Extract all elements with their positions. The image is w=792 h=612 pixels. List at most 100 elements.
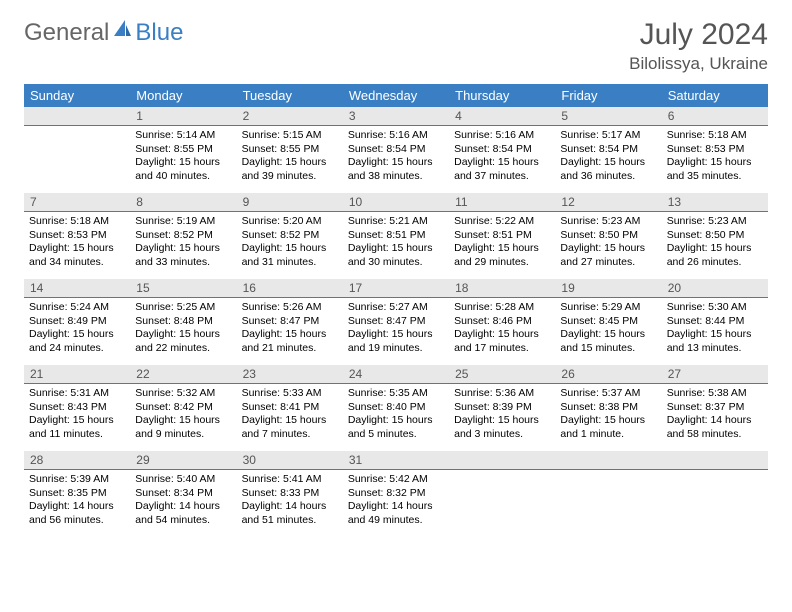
calendar-day-cell: 16Sunrise: 5:26 AMSunset: 8:47 PMDayligh… bbox=[237, 279, 343, 365]
calendar-day-cell: 24Sunrise: 5:35 AMSunset: 8:40 PMDayligh… bbox=[343, 365, 449, 451]
day-content: Sunrise: 5:16 AMSunset: 8:54 PMDaylight:… bbox=[343, 126, 449, 188]
day-number: 1 bbox=[130, 107, 236, 126]
calendar-day-cell: 28Sunrise: 5:39 AMSunset: 8:35 PMDayligh… bbox=[24, 451, 130, 537]
calendar-day-cell: 4Sunrise: 5:16 AMSunset: 8:54 PMDaylight… bbox=[449, 107, 555, 193]
calendar-day-cell: 13Sunrise: 5:23 AMSunset: 8:50 PMDayligh… bbox=[662, 193, 768, 279]
calendar-day-cell: 31Sunrise: 5:42 AMSunset: 8:32 PMDayligh… bbox=[343, 451, 449, 537]
calendar-day-cell: 7Sunrise: 5:18 AMSunset: 8:53 PMDaylight… bbox=[24, 193, 130, 279]
day-content: Sunrise: 5:27 AMSunset: 8:47 PMDaylight:… bbox=[343, 298, 449, 360]
weekday-header: Thursday bbox=[449, 84, 555, 107]
calendar-day-cell bbox=[24, 107, 130, 193]
day-content: Sunrise: 5:28 AMSunset: 8:46 PMDaylight:… bbox=[449, 298, 555, 360]
day-number: 23 bbox=[237, 365, 343, 384]
day-number: 6 bbox=[662, 107, 768, 126]
day-number: 9 bbox=[237, 193, 343, 212]
day-number: 12 bbox=[555, 193, 661, 212]
calendar-day-cell: 15Sunrise: 5:25 AMSunset: 8:48 PMDayligh… bbox=[130, 279, 236, 365]
calendar-day-cell: 8Sunrise: 5:19 AMSunset: 8:52 PMDaylight… bbox=[130, 193, 236, 279]
day-content: Sunrise: 5:30 AMSunset: 8:44 PMDaylight:… bbox=[662, 298, 768, 360]
calendar-day-cell: 21Sunrise: 5:31 AMSunset: 8:43 PMDayligh… bbox=[24, 365, 130, 451]
calendar-week-row: 28Sunrise: 5:39 AMSunset: 8:35 PMDayligh… bbox=[24, 451, 768, 537]
calendar-day-cell: 2Sunrise: 5:15 AMSunset: 8:55 PMDaylight… bbox=[237, 107, 343, 193]
day-number: 22 bbox=[130, 365, 236, 384]
day-content: Sunrise: 5:16 AMSunset: 8:54 PMDaylight:… bbox=[449, 126, 555, 188]
day-number: 31 bbox=[343, 451, 449, 470]
day-number: 5 bbox=[555, 107, 661, 126]
day-number: 30 bbox=[237, 451, 343, 470]
calendar-day-cell: 12Sunrise: 5:23 AMSunset: 8:50 PMDayligh… bbox=[555, 193, 661, 279]
day-number: 27 bbox=[662, 365, 768, 384]
day-content: Sunrise: 5:36 AMSunset: 8:39 PMDaylight:… bbox=[449, 384, 555, 446]
brand-text-2: Blue bbox=[135, 19, 183, 47]
day-content: Sunrise: 5:18 AMSunset: 8:53 PMDaylight:… bbox=[24, 212, 130, 274]
day-number: 17 bbox=[343, 279, 449, 298]
calendar-day-cell: 6Sunrise: 5:18 AMSunset: 8:53 PMDaylight… bbox=[662, 107, 768, 193]
day-content: Sunrise: 5:38 AMSunset: 8:37 PMDaylight:… bbox=[662, 384, 768, 446]
day-content: Sunrise: 5:33 AMSunset: 8:41 PMDaylight:… bbox=[237, 384, 343, 446]
day-content: Sunrise: 5:41 AMSunset: 8:33 PMDaylight:… bbox=[237, 470, 343, 532]
day-content: Sunrise: 5:19 AMSunset: 8:52 PMDaylight:… bbox=[130, 212, 236, 274]
day-content: Sunrise: 5:37 AMSunset: 8:38 PMDaylight:… bbox=[555, 384, 661, 446]
sail-icon bbox=[111, 18, 133, 47]
weekday-header: Monday bbox=[130, 84, 236, 107]
calendar-day-cell: 5Sunrise: 5:17 AMSunset: 8:54 PMDaylight… bbox=[555, 107, 661, 193]
calendar-day-cell: 19Sunrise: 5:29 AMSunset: 8:45 PMDayligh… bbox=[555, 279, 661, 365]
day-number: 10 bbox=[343, 193, 449, 212]
calendar-day-cell: 29Sunrise: 5:40 AMSunset: 8:34 PMDayligh… bbox=[130, 451, 236, 537]
calendar-week-row: 21Sunrise: 5:31 AMSunset: 8:43 PMDayligh… bbox=[24, 365, 768, 451]
day-number: 11 bbox=[449, 193, 555, 212]
day-number: 18 bbox=[449, 279, 555, 298]
day-number-empty bbox=[555, 451, 661, 470]
calendar-table: SundayMondayTuesdayWednesdayThursdayFrid… bbox=[24, 84, 768, 537]
brand-logo: General Blue bbox=[24, 18, 183, 47]
day-number-empty bbox=[24, 107, 130, 126]
day-number: 29 bbox=[130, 451, 236, 470]
day-content: Sunrise: 5:20 AMSunset: 8:52 PMDaylight:… bbox=[237, 212, 343, 274]
day-content: Sunrise: 5:35 AMSunset: 8:40 PMDaylight:… bbox=[343, 384, 449, 446]
weekday-header: Wednesday bbox=[343, 84, 449, 107]
day-number: 7 bbox=[24, 193, 130, 212]
day-content: Sunrise: 5:39 AMSunset: 8:35 PMDaylight:… bbox=[24, 470, 130, 532]
day-content: Sunrise: 5:23 AMSunset: 8:50 PMDaylight:… bbox=[555, 212, 661, 274]
calendar-day-cell: 25Sunrise: 5:36 AMSunset: 8:39 PMDayligh… bbox=[449, 365, 555, 451]
calendar-day-cell: 20Sunrise: 5:30 AMSunset: 8:44 PMDayligh… bbox=[662, 279, 768, 365]
day-number: 16 bbox=[237, 279, 343, 298]
calendar-day-cell bbox=[449, 451, 555, 537]
calendar-day-cell: 17Sunrise: 5:27 AMSunset: 8:47 PMDayligh… bbox=[343, 279, 449, 365]
calendar-day-cell: 27Sunrise: 5:38 AMSunset: 8:37 PMDayligh… bbox=[662, 365, 768, 451]
calendar-body: 1Sunrise: 5:14 AMSunset: 8:55 PMDaylight… bbox=[24, 107, 768, 537]
day-content: Sunrise: 5:31 AMSunset: 8:43 PMDaylight:… bbox=[24, 384, 130, 446]
calendar-day-cell: 22Sunrise: 5:32 AMSunset: 8:42 PMDayligh… bbox=[130, 365, 236, 451]
day-content: Sunrise: 5:24 AMSunset: 8:49 PMDaylight:… bbox=[24, 298, 130, 360]
day-number: 15 bbox=[130, 279, 236, 298]
weekday-header: Friday bbox=[555, 84, 661, 107]
calendar-day-cell: 11Sunrise: 5:22 AMSunset: 8:51 PMDayligh… bbox=[449, 193, 555, 279]
calendar-day-cell: 14Sunrise: 5:24 AMSunset: 8:49 PMDayligh… bbox=[24, 279, 130, 365]
calendar-day-cell bbox=[662, 451, 768, 537]
day-number: 21 bbox=[24, 365, 130, 384]
calendar-day-cell: 1Sunrise: 5:14 AMSunset: 8:55 PMDaylight… bbox=[130, 107, 236, 193]
calendar-day-cell: 18Sunrise: 5:28 AMSunset: 8:46 PMDayligh… bbox=[449, 279, 555, 365]
day-content: Sunrise: 5:32 AMSunset: 8:42 PMDaylight:… bbox=[130, 384, 236, 446]
calendar-day-cell: 10Sunrise: 5:21 AMSunset: 8:51 PMDayligh… bbox=[343, 193, 449, 279]
day-number: 28 bbox=[24, 451, 130, 470]
day-number: 14 bbox=[24, 279, 130, 298]
calendar-day-cell: 30Sunrise: 5:41 AMSunset: 8:33 PMDayligh… bbox=[237, 451, 343, 537]
day-content: Sunrise: 5:21 AMSunset: 8:51 PMDaylight:… bbox=[343, 212, 449, 274]
month-title: July 2024 bbox=[629, 18, 768, 52]
day-number: 19 bbox=[555, 279, 661, 298]
day-number: 25 bbox=[449, 365, 555, 384]
calendar-week-row: 14Sunrise: 5:24 AMSunset: 8:49 PMDayligh… bbox=[24, 279, 768, 365]
day-content: Sunrise: 5:40 AMSunset: 8:34 PMDaylight:… bbox=[130, 470, 236, 532]
day-number: 4 bbox=[449, 107, 555, 126]
day-number: 2 bbox=[237, 107, 343, 126]
day-number: 20 bbox=[662, 279, 768, 298]
day-number: 13 bbox=[662, 193, 768, 212]
day-content: Sunrise: 5:26 AMSunset: 8:47 PMDaylight:… bbox=[237, 298, 343, 360]
calendar-week-row: 7Sunrise: 5:18 AMSunset: 8:53 PMDaylight… bbox=[24, 193, 768, 279]
day-content: Sunrise: 5:29 AMSunset: 8:45 PMDaylight:… bbox=[555, 298, 661, 360]
calendar-head: SundayMondayTuesdayWednesdayThursdayFrid… bbox=[24, 84, 768, 107]
location-text: Bilolissya, Ukraine bbox=[629, 54, 768, 74]
day-content: Sunrise: 5:18 AMSunset: 8:53 PMDaylight:… bbox=[662, 126, 768, 188]
weekday-header: Sunday bbox=[24, 84, 130, 107]
